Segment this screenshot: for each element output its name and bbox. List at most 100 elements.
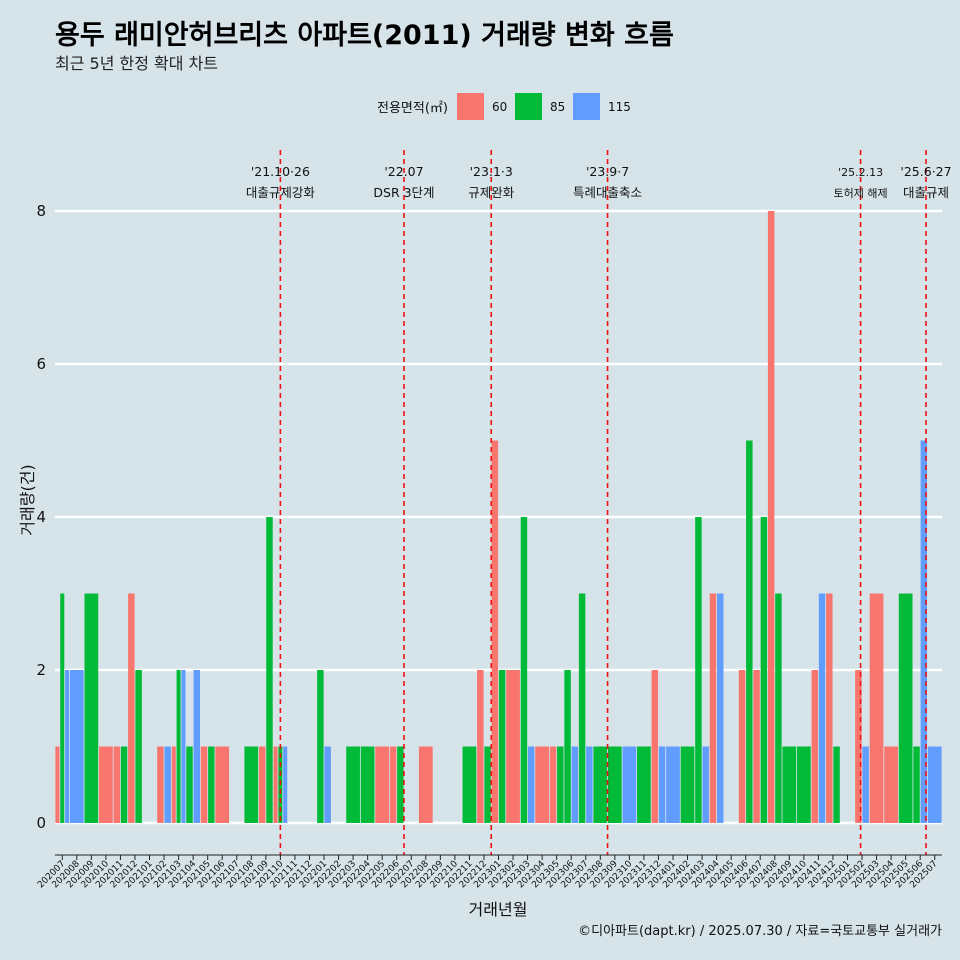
chart-subtitle: 최근 5년 한정 확대 차트	[55, 54, 218, 73]
bar-202305-85	[557, 746, 564, 823]
bar-202303-85	[520, 517, 528, 823]
bar-202507-115	[927, 746, 942, 823]
chart-title: 용두 래미안허브리츠 아파트(2011) 거래량 변화 흐름	[55, 20, 674, 51]
bar-202312-115	[658, 746, 666, 823]
legend-label-85: 85	[550, 100, 565, 114]
x-axis-title: 거래년월	[469, 900, 528, 919]
legend-swatch-115	[573, 93, 600, 120]
event-date: '25.6·27	[900, 164, 951, 179]
bar-202407-60	[753, 670, 760, 823]
event-label: DSR 3단계	[373, 185, 434, 200]
bar-202011-85	[120, 746, 128, 823]
bar-202208-60	[418, 746, 433, 823]
bar-202212-60	[477, 670, 484, 823]
bar-202312-60	[651, 670, 659, 823]
legend-label-115: 115	[608, 100, 631, 114]
bar-202412-85	[833, 746, 840, 823]
bar-202401-115	[666, 746, 680, 823]
bar-202311-85	[637, 746, 651, 823]
bar-202506-115	[920, 440, 928, 823]
bar-202010-60	[99, 746, 113, 823]
event-date: '21.10·26	[251, 164, 310, 179]
bar-202302-60	[506, 670, 520, 823]
bar-202104-85	[186, 746, 193, 823]
bar-202104-115	[193, 670, 201, 823]
bar-202403-85	[695, 517, 702, 823]
bar-202012-60	[128, 593, 135, 823]
bar-202109-60	[258, 746, 266, 823]
bar-202007-60	[55, 746, 60, 823]
legend-swatch-60	[457, 93, 484, 120]
bar-202007-85	[60, 593, 65, 823]
y-tick-label: 4	[36, 508, 46, 526]
bar-202402-85	[680, 746, 695, 823]
bar-202502-60	[855, 670, 862, 823]
bar-202408-60	[767, 211, 775, 823]
legend-swatch-85	[515, 93, 542, 120]
bar-202307-115	[586, 746, 593, 823]
bar-202109-85	[266, 517, 273, 823]
bar-202305-60	[549, 746, 557, 823]
bar-202412-60	[826, 593, 833, 823]
event-markers: '21.10·26 대출규제강화 '22.07 DSR 3단계 '23.1·3 규제완화 '…	[246, 150, 952, 855]
grid-lines	[55, 209, 942, 825]
event-label: 특례대출축소	[573, 185, 642, 200]
bar-202410-85	[796, 746, 811, 823]
event-label: 대출규제강화	[246, 185, 316, 200]
event-date: '23.1·3	[470, 164, 513, 179]
bar-202411-60	[811, 670, 819, 823]
y-tick-label: 8	[36, 202, 46, 220]
bar-202310-115	[622, 746, 637, 823]
bar-202206-85	[397, 746, 404, 823]
event-date: '23.9·7	[586, 164, 629, 179]
bar-202008-115	[69, 670, 84, 823]
bar-202102-115	[164, 746, 171, 823]
bar-202308-85	[593, 746, 608, 823]
bar-202306-115	[571, 746, 579, 823]
bar-202105-60	[200, 746, 208, 823]
bar-202407-85	[760, 517, 768, 823]
bar-202009-85	[84, 593, 99, 823]
bar-202409-85	[782, 746, 797, 823]
y-tick-label: 2	[36, 661, 46, 679]
bar-202007-115	[65, 670, 70, 823]
bar-202105-85	[208, 746, 215, 823]
caption: ©디아파트(dapt.kr) / 2025.07.30 / 자료=국토교통부 실…	[578, 924, 942, 939]
y-tick-label: 0	[36, 814, 46, 832]
bar-202206-60	[389, 746, 397, 823]
bar-202505-85	[898, 593, 913, 823]
event-label: 토허제 해제	[834, 186, 888, 200]
bar-202201-115	[324, 746, 331, 823]
bar-202301-60	[491, 440, 499, 823]
bar-202301-85	[498, 670, 506, 823]
bar-202205-60	[375, 746, 390, 823]
y-tick-label: 6	[36, 355, 46, 373]
legend-label-60: 60	[492, 100, 507, 114]
bar-202110-115	[283, 746, 288, 823]
legend-title: 전용면적(㎡)	[377, 101, 448, 116]
bar-202306-85	[564, 670, 571, 823]
bar-202504-60	[884, 746, 898, 823]
event-label: 대출규제	[903, 185, 949, 200]
bar-202203-85	[346, 746, 360, 823]
bar-202404-115	[717, 593, 724, 823]
bars	[55, 211, 942, 823]
bar-202103-60	[171, 746, 176, 823]
bar-202106-60	[215, 746, 230, 823]
event-label: 규제완화	[468, 185, 515, 200]
bar-202406-85	[746, 440, 753, 823]
bar-202110-60	[273, 746, 278, 823]
bar-202102-60	[157, 746, 164, 823]
bar-202303-115	[527, 746, 535, 823]
bar-202201-85	[317, 670, 324, 823]
event-date: '25.2.13	[838, 166, 883, 179]
bar-202012-85	[135, 670, 142, 823]
bar-202411-115	[818, 593, 826, 823]
legend: 전용면적(㎡) 60 85 115	[377, 93, 631, 120]
bar-202204-85	[360, 746, 375, 823]
y-axis-title: 거래량(건)	[18, 464, 37, 535]
bar-202304-60	[535, 746, 549, 823]
x-axis: 2020072020082020092020102020112020122021…	[36, 854, 942, 890]
bar-202211-85	[462, 746, 477, 823]
